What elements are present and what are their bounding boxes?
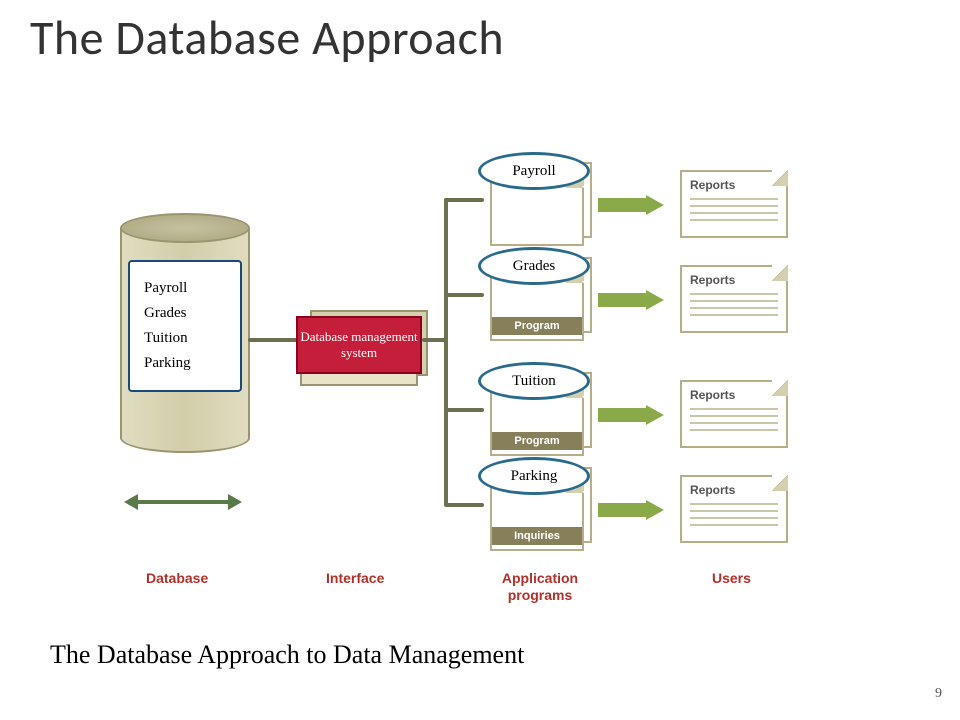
arrow-icon <box>598 198 648 212</box>
slide: The Database Approach Payroll Grades Tui… <box>0 0 960 720</box>
report-label: Reports <box>690 388 735 402</box>
program-oval: Tuition <box>478 362 590 400</box>
database-cylinder-top <box>120 213 250 243</box>
diagram-canvas: Payroll Grades Tuition Parking Database … <box>100 140 870 620</box>
program-name: Payroll <box>512 163 555 180</box>
program-name: Parking <box>511 468 558 485</box>
arrow-icon <box>598 503 648 517</box>
report-lines-icon <box>690 408 778 436</box>
connector-line <box>422 338 446 342</box>
program-oval: Grades <box>478 247 590 285</box>
report-label: Reports <box>690 178 735 192</box>
report-label: Reports <box>690 273 735 287</box>
arrow-icon <box>598 408 648 422</box>
db-item: Payroll <box>144 280 226 297</box>
connector-line <box>444 293 484 297</box>
db-item: Tuition <box>144 330 226 347</box>
page-number: 9 <box>935 686 942 702</box>
database-content-box: Payroll Grades Tuition Parking <box>128 260 242 392</box>
program-oval: Parking <box>478 457 590 495</box>
connector-line <box>444 198 448 506</box>
report-card: Reports <box>680 475 788 543</box>
footer-interface: Interface <box>326 570 384 586</box>
report-card: Reports <box>680 170 788 238</box>
program-oval: Payroll <box>478 152 590 190</box>
db-item: Grades <box>144 305 226 322</box>
dbms-label: Database management system <box>298 329 420 360</box>
connector-line <box>444 503 484 507</box>
bidir-arrow-icon <box>138 500 228 504</box>
arrow-head-icon <box>646 290 664 310</box>
program-sublabel: Program <box>492 317 582 335</box>
program-name: Tuition <box>512 373 556 390</box>
slide-title: The Database Approach <box>30 8 504 67</box>
connector-line <box>444 408 484 412</box>
report-lines-icon <box>690 503 778 531</box>
db-item: Parking <box>144 355 226 372</box>
program-name: Grades <box>513 258 555 275</box>
program-sublabel: Program <box>492 432 582 450</box>
arrow-icon <box>598 293 648 307</box>
slide-caption: The Database Approach to Data Management <box>50 640 524 670</box>
connector-line <box>444 198 484 202</box>
footer-users: Users <box>712 570 751 586</box>
arrow-head-icon <box>646 195 664 215</box>
report-label: Reports <box>690 483 735 497</box>
program-sublabel: Inquiries <box>492 527 582 545</box>
report-card: Reports <box>680 265 788 333</box>
arrow-head-icon <box>646 405 664 425</box>
report-lines-icon <box>690 293 778 321</box>
footer-programs: Application programs <box>480 570 600 604</box>
report-lines-icon <box>690 198 778 226</box>
footer-database: Database <box>146 570 208 586</box>
dbms-box: Database management system <box>296 316 422 374</box>
connector-line <box>248 338 300 342</box>
report-card: Reports <box>680 380 788 448</box>
arrow-head-icon <box>646 500 664 520</box>
